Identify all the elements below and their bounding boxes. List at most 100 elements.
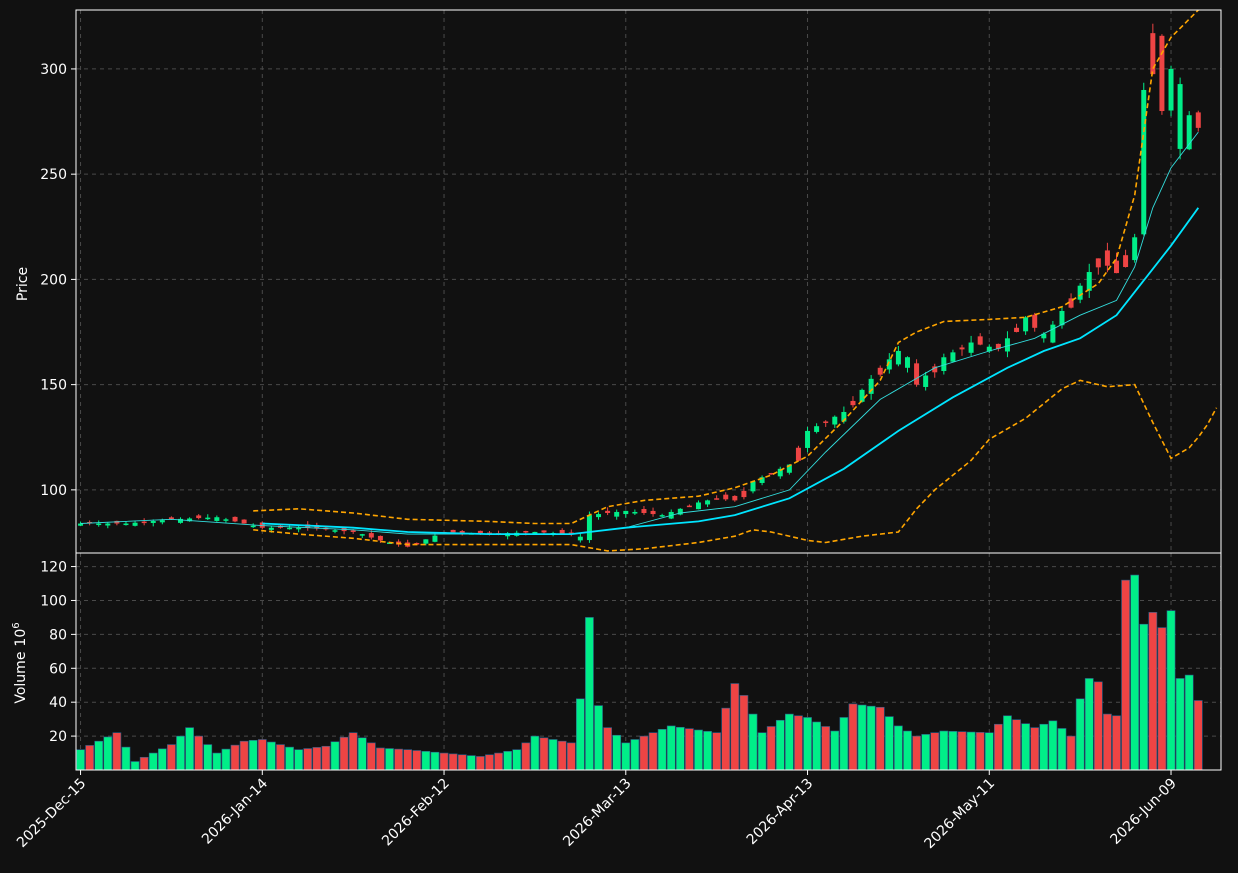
candle-body bbox=[832, 416, 838, 425]
x-tick-label: 2026-Mar-13 bbox=[560, 776, 634, 850]
candle-body bbox=[250, 525, 256, 528]
candle-body bbox=[968, 342, 974, 353]
volume-bar bbox=[1093, 681, 1103, 771]
volume-bar bbox=[1193, 700, 1203, 771]
volume-bar bbox=[348, 732, 358, 771]
candle-body bbox=[78, 523, 84, 526]
volume-bar bbox=[285, 746, 294, 771]
candle-body bbox=[759, 477, 765, 483]
candle-body bbox=[750, 481, 756, 492]
moving-average-fast-line bbox=[80, 131, 1199, 535]
volume-bar bbox=[321, 745, 331, 771]
volume-bar bbox=[694, 729, 703, 771]
volume-bar bbox=[512, 749, 522, 771]
candle-body bbox=[559, 529, 565, 534]
volume-bar bbox=[1084, 678, 1094, 771]
volume-bar bbox=[530, 735, 540, 771]
volume-bar bbox=[276, 744, 285, 771]
price-panel-frame bbox=[75, 9, 1222, 554]
volume-bar bbox=[821, 726, 831, 771]
volume-bar bbox=[430, 751, 440, 771]
volume-bar bbox=[267, 741, 276, 771]
volume-bar bbox=[476, 756, 485, 771]
x-tick-label: 2026-Jan-14 bbox=[199, 775, 271, 847]
candle-body bbox=[1186, 115, 1192, 150]
volume-bar bbox=[366, 742, 376, 771]
volume-bar bbox=[748, 713, 758, 771]
candle-body bbox=[105, 523, 111, 526]
candle-body bbox=[477, 530, 483, 534]
candle-body bbox=[814, 426, 820, 432]
candle-body bbox=[641, 509, 647, 514]
volume-bar bbox=[1130, 574, 1140, 771]
volume-tick-label: 120 bbox=[40, 560, 67, 576]
candle-body bbox=[714, 498, 720, 500]
moving-average-slow-line bbox=[262, 207, 1200, 535]
candle-body bbox=[914, 363, 920, 385]
volume-bar bbox=[521, 742, 531, 771]
volume-bar bbox=[975, 732, 985, 771]
candle-body bbox=[986, 346, 992, 352]
candle-body bbox=[196, 515, 202, 519]
candle-body bbox=[368, 533, 374, 538]
candle-body bbox=[232, 516, 238, 522]
candle-body bbox=[1123, 255, 1129, 267]
volume-bar bbox=[1012, 719, 1021, 771]
volume-axis-label-base: 10 bbox=[13, 629, 29, 647]
candle-body bbox=[1032, 314, 1038, 328]
volume-bar bbox=[539, 737, 549, 771]
volume-tick-label: 20 bbox=[49, 729, 67, 745]
candle-body bbox=[805, 430, 811, 448]
volume-bar bbox=[657, 729, 667, 771]
volume-bar bbox=[1112, 715, 1121, 771]
volume-bar bbox=[666, 725, 676, 771]
x-tick-label: 2025-Dec-15 bbox=[14, 776, 89, 851]
volume-bar bbox=[812, 721, 821, 771]
volume-bar bbox=[884, 716, 894, 771]
volume-bar bbox=[730, 683, 740, 771]
volume-bar bbox=[494, 752, 503, 771]
volume-bar bbox=[148, 752, 158, 771]
candle-body bbox=[932, 366, 938, 373]
candle-body bbox=[904, 357, 910, 368]
volume-bar bbox=[721, 707, 731, 771]
volume-bar bbox=[1184, 674, 1194, 771]
volume-bar bbox=[594, 705, 603, 771]
candle-body bbox=[223, 519, 229, 521]
volume-bar bbox=[1103, 713, 1112, 771]
candle-body bbox=[659, 515, 665, 517]
volume-axis-label: Volume 106 bbox=[11, 622, 29, 703]
candle-body bbox=[732, 495, 738, 501]
x-tick-label: 2026-Jun-09 bbox=[1108, 776, 1180, 848]
volume-bar bbox=[603, 727, 612, 771]
volume-bar bbox=[1057, 728, 1067, 771]
volume-bar bbox=[1039, 723, 1049, 771]
volume-bar bbox=[330, 741, 340, 771]
volume-bar bbox=[139, 756, 149, 771]
volume-bar bbox=[385, 748, 394, 771]
volume-bar bbox=[1121, 579, 1130, 771]
volume-bar bbox=[675, 726, 685, 771]
candle-body bbox=[1014, 327, 1020, 332]
candle-body bbox=[159, 520, 165, 523]
price-tick-label: 150 bbox=[40, 378, 67, 394]
volume-bar bbox=[994, 723, 1003, 771]
candle-body bbox=[1177, 84, 1183, 149]
volume-bar bbox=[1021, 723, 1030, 771]
volume-bar bbox=[785, 713, 794, 771]
candle-body bbox=[332, 530, 338, 532]
volume-bar bbox=[939, 730, 949, 771]
candle-body bbox=[614, 511, 620, 517]
volume-bar bbox=[621, 742, 631, 771]
candle-body bbox=[296, 527, 302, 530]
bollinger-lower-line bbox=[253, 379, 1218, 552]
candle-body bbox=[350, 530, 356, 532]
candle-body bbox=[205, 517, 211, 520]
candle-body bbox=[777, 468, 783, 477]
volume-bar bbox=[757, 732, 767, 771]
volume-bar bbox=[185, 727, 194, 771]
volume-bar bbox=[703, 731, 712, 771]
volume-bar bbox=[339, 736, 349, 771]
volume-bar bbox=[1157, 627, 1167, 771]
volume-bar bbox=[903, 730, 912, 771]
